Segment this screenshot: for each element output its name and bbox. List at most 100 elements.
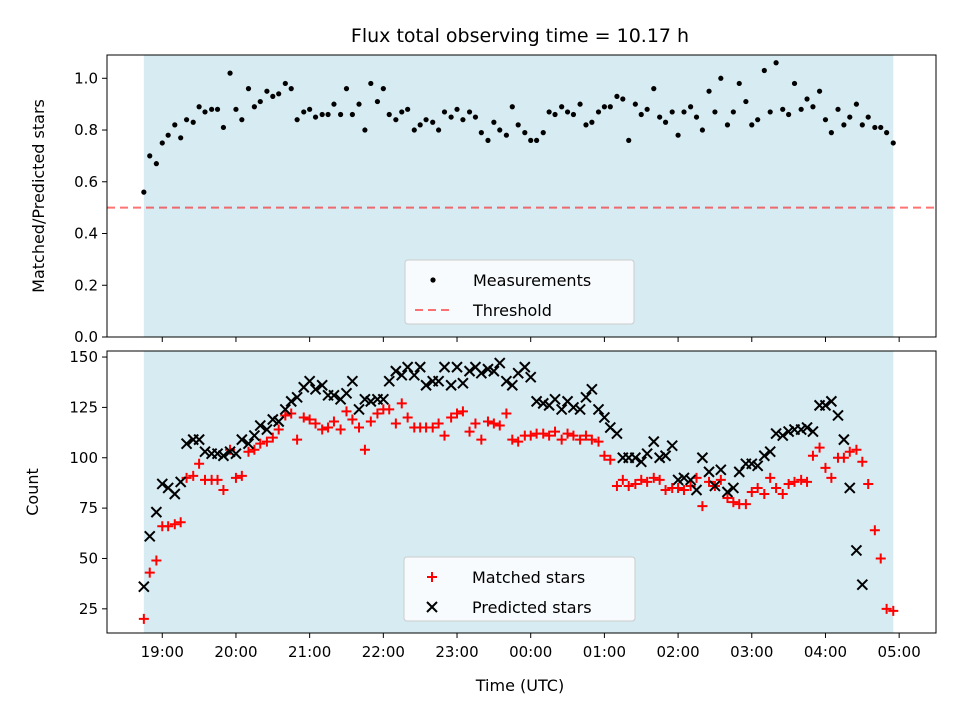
data-point — [202, 109, 208, 115]
legend-label: Measurements — [473, 271, 591, 290]
data-point — [488, 418, 499, 429]
data-point — [374, 98, 381, 105]
data-point — [838, 452, 849, 463]
data-point — [452, 408, 463, 419]
data-point — [801, 421, 813, 434]
data-point — [678, 472, 690, 484]
data-point — [657, 114, 663, 120]
data-point — [816, 88, 823, 94]
data-point — [832, 409, 844, 422]
data-point — [644, 106, 650, 112]
data-point — [577, 101, 583, 107]
data-point — [417, 122, 423, 128]
data-point — [472, 114, 479, 120]
data-point — [485, 137, 491, 143]
data-point — [280, 410, 291, 421]
data-point — [804, 96, 810, 102]
data-point — [552, 111, 558, 118]
data-point — [439, 430, 450, 441]
data-point — [144, 567, 155, 578]
x-tick-label: 23:00 — [435, 643, 478, 661]
data-point — [881, 603, 892, 614]
data-point — [699, 127, 706, 133]
data-point — [251, 104, 257, 110]
data-point — [654, 474, 665, 485]
data-point — [722, 493, 733, 504]
data-point — [540, 130, 546, 136]
data-point — [592, 403, 605, 416]
data-point — [678, 484, 689, 495]
data-point — [165, 132, 171, 138]
data-point — [343, 86, 350, 92]
data-point — [593, 436, 604, 447]
legend-marker — [430, 277, 436, 283]
data-point — [807, 425, 819, 438]
data-point — [844, 446, 855, 457]
data-point — [733, 466, 745, 478]
data-point — [583, 122, 589, 128]
data-point — [567, 401, 580, 414]
data-point — [488, 365, 500, 377]
y-tick-label: 75 — [79, 499, 98, 517]
data-point — [282, 80, 288, 87]
y-tick-label: 100 — [69, 449, 98, 467]
data-point — [758, 450, 771, 462]
data-point — [844, 482, 856, 494]
data-point — [349, 111, 355, 118]
data-point — [242, 437, 255, 450]
data-point — [163, 521, 174, 532]
data-point — [365, 416, 376, 427]
data-point — [156, 478, 168, 490]
y-tick-label: 0.2 — [74, 276, 98, 294]
data-point — [534, 137, 540, 143]
data-point — [559, 104, 565, 110]
data-point — [684, 474, 697, 486]
data-point — [500, 375, 513, 387]
data-point — [138, 580, 150, 593]
x-tick-label: 22:00 — [362, 643, 405, 661]
data-point — [851, 444, 862, 455]
data-point — [662, 119, 669, 125]
data-point — [519, 361, 531, 373]
series-measurements — [141, 60, 896, 195]
data-point — [396, 369, 408, 381]
data-point — [482, 416, 493, 427]
data-point — [337, 111, 344, 118]
data-point — [828, 130, 834, 136]
data-point — [636, 474, 647, 485]
data-point — [693, 114, 700, 120]
data-point — [377, 393, 390, 406]
data-point — [261, 423, 273, 436]
data-point — [681, 109, 687, 115]
data-point — [740, 499, 751, 510]
data-point — [727, 482, 740, 494]
data-point — [445, 379, 457, 391]
data-point — [712, 109, 718, 115]
data-point — [399, 109, 405, 115]
data-point — [820, 462, 831, 473]
y-tick-label: 125 — [69, 398, 98, 416]
data-point — [759, 489, 770, 500]
data-point — [267, 432, 278, 443]
data-point — [390, 365, 402, 377]
data-point — [629, 452, 642, 464]
data-point — [411, 127, 417, 133]
data-point — [236, 470, 247, 481]
data-point — [248, 429, 261, 442]
data-point — [890, 140, 896, 146]
data-point — [470, 418, 481, 429]
data-point — [396, 398, 407, 409]
data-point — [298, 412, 309, 423]
data-point — [853, 101, 860, 107]
data-point — [736, 80, 742, 87]
data-point — [230, 448, 242, 460]
data-point — [869, 525, 880, 536]
data-point — [509, 104, 515, 110]
data-point — [822, 117, 829, 123]
data-point — [724, 122, 731, 128]
data-point — [690, 484, 703, 496]
data-point — [715, 474, 726, 485]
data-point — [183, 117, 190, 123]
data-point — [141, 189, 147, 195]
data-point — [144, 530, 156, 543]
